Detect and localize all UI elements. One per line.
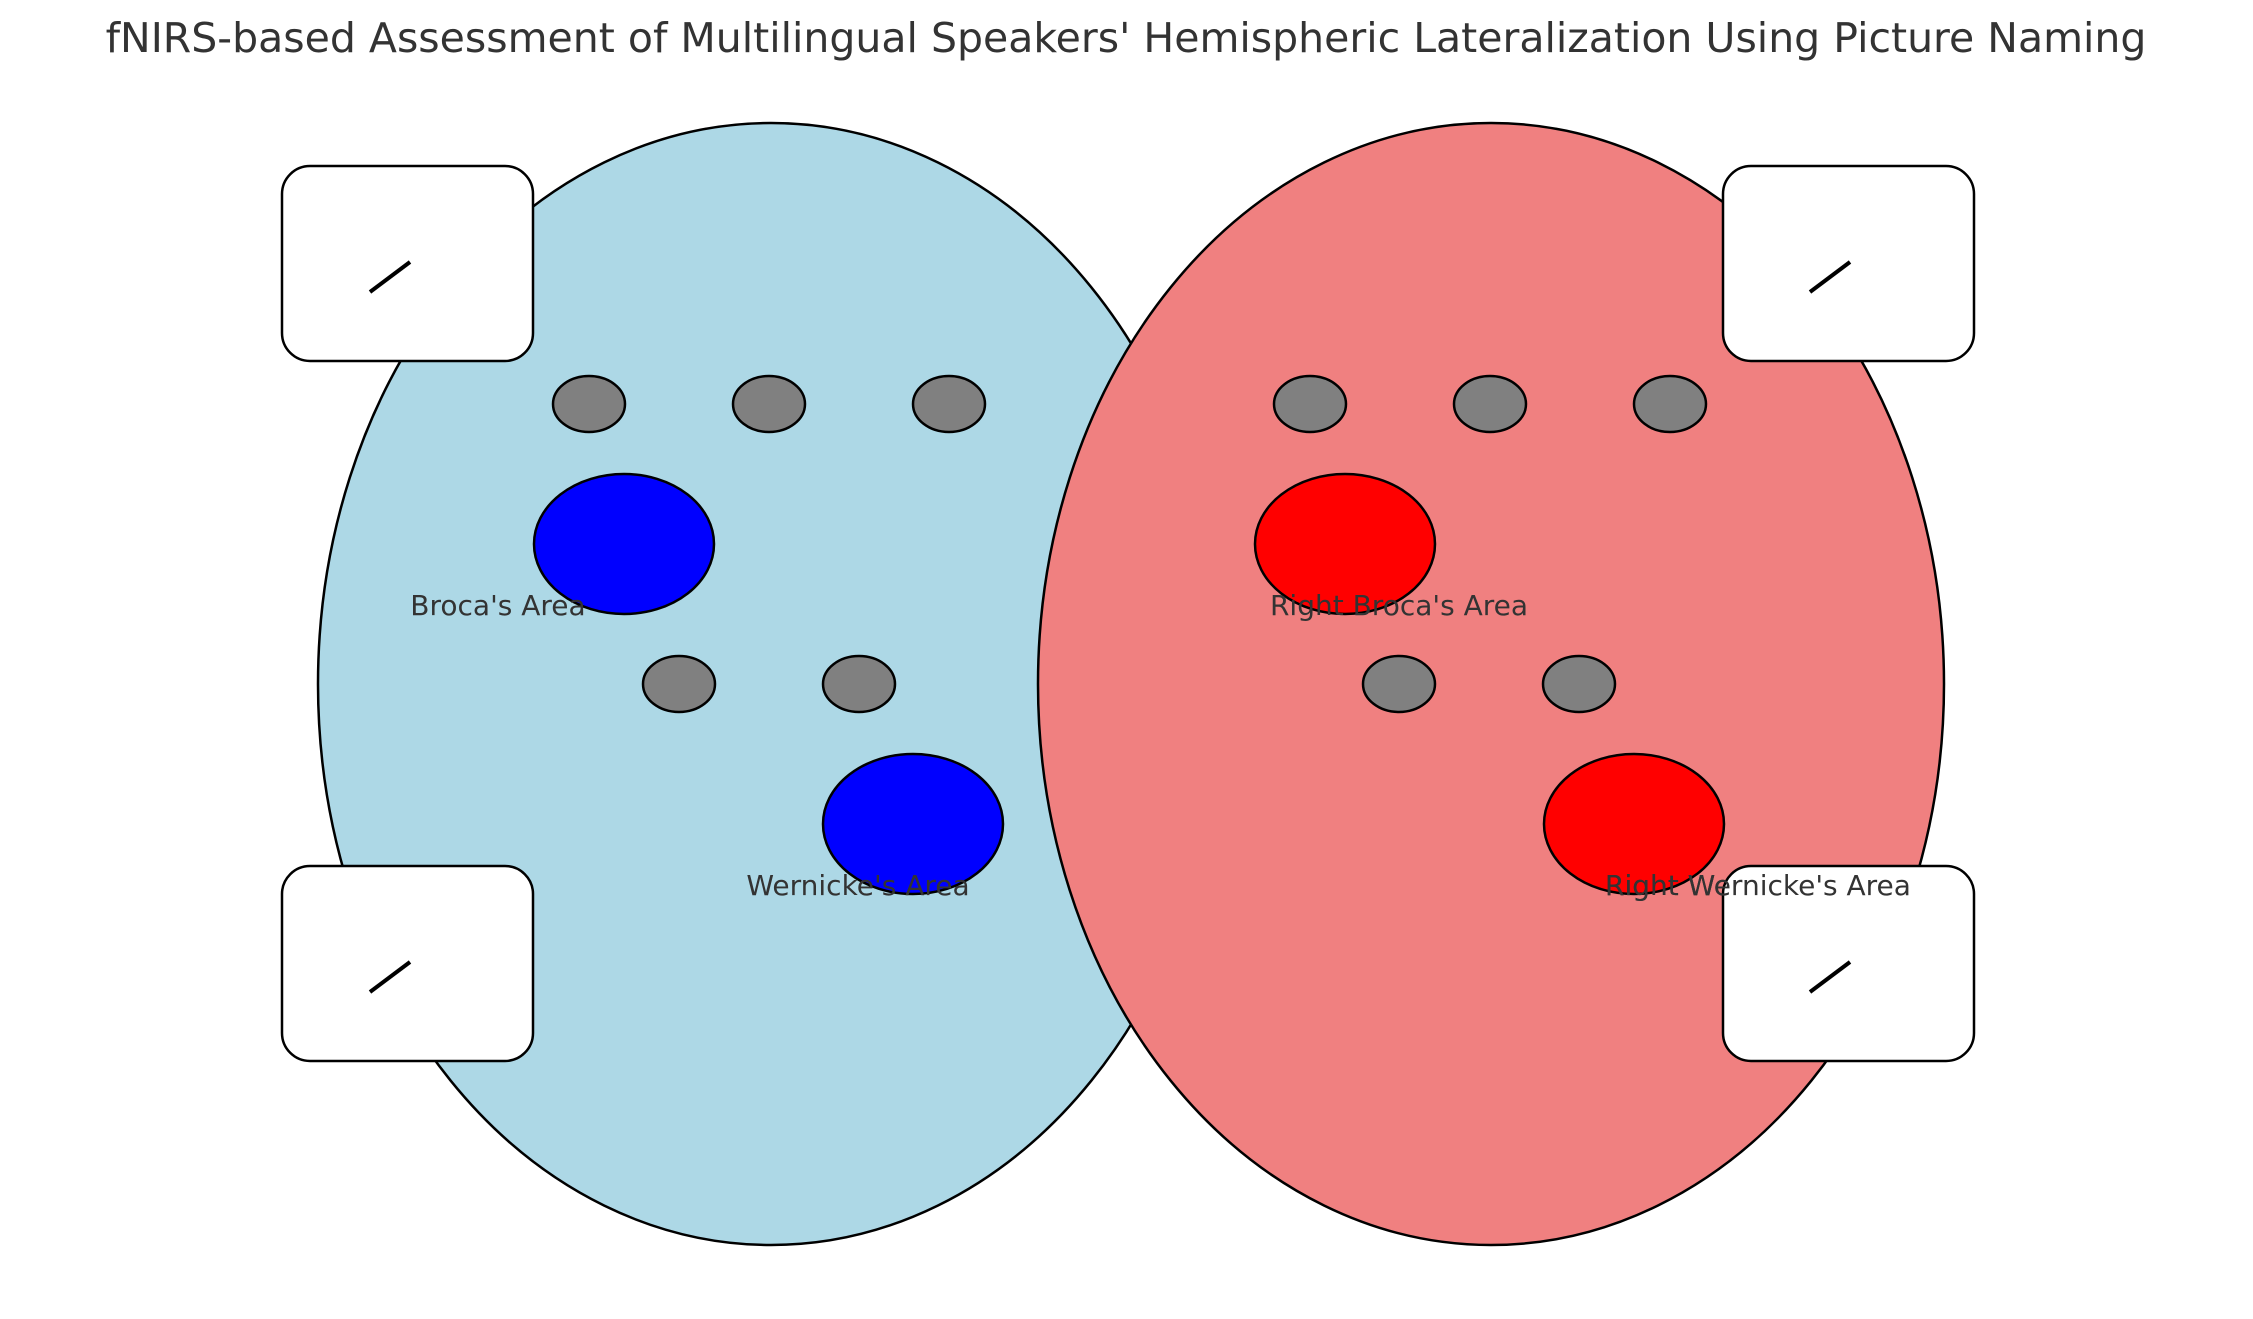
region-wernicke bbox=[821, 752, 1005, 896]
sensor bbox=[1632, 374, 1708, 434]
label-wernicke: Wernicke's Area bbox=[746, 869, 969, 902]
slash-icon bbox=[1808, 960, 1852, 994]
sensor bbox=[821, 654, 897, 714]
slash-icon bbox=[368, 960, 412, 994]
slash-icon bbox=[1808, 260, 1852, 294]
slash-icon bbox=[368, 260, 412, 294]
sensor bbox=[731, 374, 807, 434]
panel-top-left bbox=[280, 164, 535, 363]
sensor bbox=[1361, 654, 1437, 714]
figure-title: fNIRS-based Assessment of Multilingual S… bbox=[106, 14, 2147, 62]
label-right-wernicke-overlay: Right Wernicke's Area bbox=[1605, 869, 1911, 902]
panel-top-right bbox=[1721, 164, 1976, 363]
sensor bbox=[911, 374, 987, 434]
region-broca bbox=[532, 472, 716, 616]
right-hemisphere bbox=[1036, 121, 1946, 1247]
label-right-broca: Right Broca's Area bbox=[1270, 589, 1528, 622]
sensor bbox=[1272, 374, 1348, 434]
region-right-broca bbox=[1253, 472, 1437, 616]
panel-bottom-right bbox=[1721, 864, 1976, 1063]
sensor bbox=[1452, 374, 1528, 434]
sensor bbox=[641, 654, 717, 714]
right-sensor-group bbox=[1272, 374, 1708, 714]
region-right-wernicke bbox=[1542, 752, 1726, 896]
sensor bbox=[551, 374, 627, 434]
label-broca: Broca's Area bbox=[410, 589, 585, 622]
left-sensor-group bbox=[551, 374, 987, 714]
sensor bbox=[1541, 654, 1617, 714]
panel-bottom-left bbox=[280, 864, 535, 1063]
